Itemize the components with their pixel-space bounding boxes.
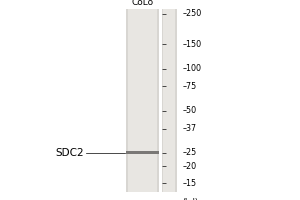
Text: –15: –15 xyxy=(183,179,197,188)
Text: –37: –37 xyxy=(183,124,197,133)
Text: –20: –20 xyxy=(183,162,197,171)
Text: CoLo: CoLo xyxy=(131,0,154,7)
Text: SDC2: SDC2 xyxy=(56,148,84,158)
Bar xyxy=(126,151,159,154)
Text: –25: –25 xyxy=(183,148,197,157)
Bar xyxy=(162,9,177,192)
Text: –50: –50 xyxy=(183,106,197,115)
Text: –150: –150 xyxy=(183,40,202,49)
Text: (kd): (kd) xyxy=(182,198,199,200)
Text: –75: –75 xyxy=(183,82,197,91)
Text: –250: –250 xyxy=(183,9,202,18)
Bar xyxy=(164,9,175,192)
Bar xyxy=(126,9,159,192)
Bar xyxy=(128,9,157,192)
Text: –100: –100 xyxy=(183,64,202,73)
